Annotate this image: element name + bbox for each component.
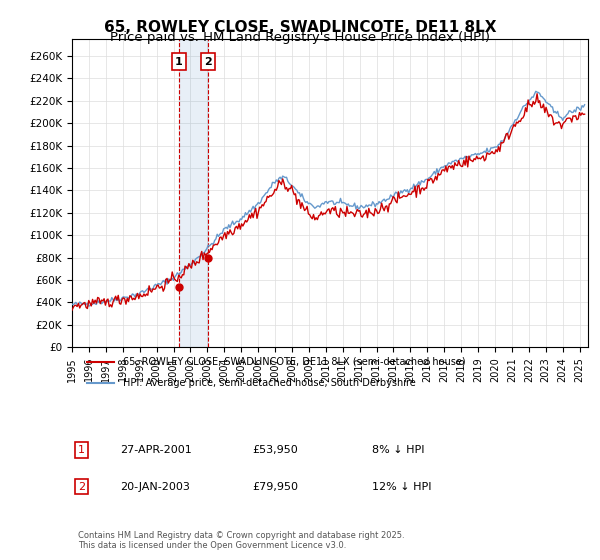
Text: 1: 1 — [78, 445, 85, 455]
Text: HPI: Average price, semi-detached house, South Derbyshire: HPI: Average price, semi-detached house,… — [123, 379, 416, 388]
Text: 2: 2 — [78, 482, 85, 492]
Text: 2: 2 — [205, 57, 212, 67]
Text: 8% ↓ HPI: 8% ↓ HPI — [372, 445, 425, 455]
Text: 65, ROWLEY CLOSE, SWADLINCOTE, DE11 8LX: 65, ROWLEY CLOSE, SWADLINCOTE, DE11 8LX — [104, 20, 496, 35]
Text: 1: 1 — [175, 57, 183, 67]
Text: Contains HM Land Registry data © Crown copyright and database right 2025.
This d: Contains HM Land Registry data © Crown c… — [78, 530, 404, 550]
Text: 20-JAN-2003: 20-JAN-2003 — [120, 482, 190, 492]
Text: Price paid vs. HM Land Registry's House Price Index (HPI): Price paid vs. HM Land Registry's House … — [110, 31, 490, 44]
Text: 27-APR-2001: 27-APR-2001 — [120, 445, 192, 455]
Bar — [179, 39, 208, 347]
Text: £79,950: £79,950 — [252, 482, 298, 492]
Text: 12% ↓ HPI: 12% ↓ HPI — [372, 482, 431, 492]
Text: £53,950: £53,950 — [252, 445, 298, 455]
Text: 65, ROWLEY CLOSE, SWADLINCOTE, DE11 8LX (semi-detached house): 65, ROWLEY CLOSE, SWADLINCOTE, DE11 8LX … — [123, 357, 466, 367]
